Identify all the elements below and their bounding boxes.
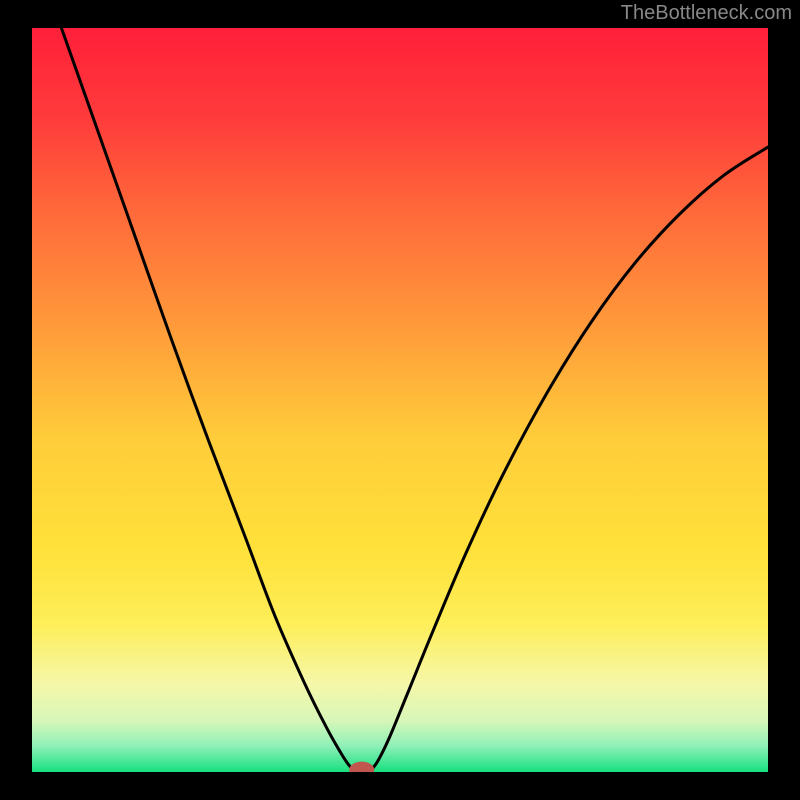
optimum-marker	[349, 762, 374, 772]
curve-right-branch	[371, 147, 768, 771]
curve-left-branch	[61, 28, 354, 771]
plot-area	[32, 28, 768, 772]
chart-container: TheBottleneck.com	[0, 0, 800, 800]
curve-overlay	[32, 28, 768, 772]
watermark: TheBottleneck.com	[621, 2, 792, 25]
